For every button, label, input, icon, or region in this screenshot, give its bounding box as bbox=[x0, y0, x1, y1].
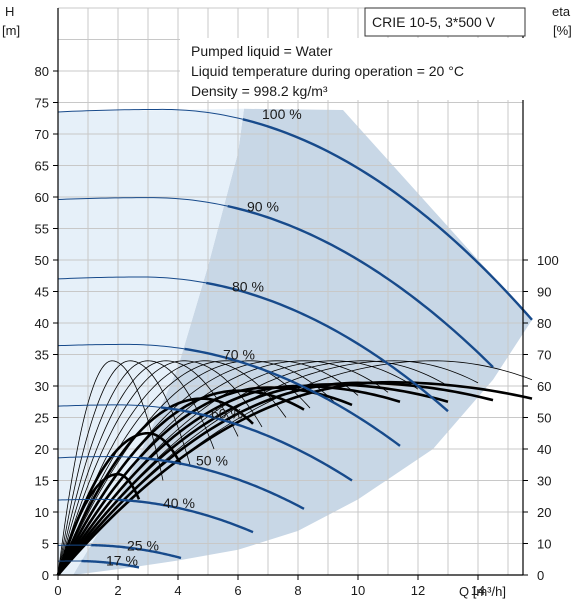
y-right-tick-label: 40 bbox=[537, 442, 551, 457]
x-tick-label: 14 bbox=[471, 583, 485, 598]
y-left-tick-label: 15 bbox=[35, 474, 49, 489]
efficiency-curve-thin bbox=[57, 360, 215, 576]
y-left-tick-label: 20 bbox=[35, 442, 49, 457]
y-right-axis-title: eta bbox=[552, 4, 571, 19]
efficiency-curve-thin bbox=[57, 360, 533, 576]
y-left-tick-label: 30 bbox=[35, 379, 49, 394]
efficiency-curve-thin bbox=[57, 360, 263, 576]
info-line-liquid: Pumped liquid = Water bbox=[191, 43, 333, 59]
y-left-tick-label: 40 bbox=[35, 316, 49, 331]
head-curve-speed-label: 70 % bbox=[223, 347, 255, 363]
head-curve-thin-segment bbox=[57, 456, 140, 459]
x-tick-label: 0 bbox=[54, 583, 61, 598]
y-right-tick-label: 60 bbox=[537, 379, 551, 394]
head-curve-thick-segment bbox=[139, 456, 305, 510]
efficiency-curve-thin bbox=[57, 360, 191, 576]
info-line-density: Density = 998.2 kg/m³ bbox=[191, 83, 328, 99]
chart-title: CRIE 10-5, 3*500 V bbox=[372, 14, 496, 30]
axes-layer: 0 2 4 6 8 10 12 14 0 5 10 15 20 25 30 35 40 45 50 55 60 65 70 7… bbox=[35, 8, 559, 598]
efficiency-curve-thin bbox=[57, 360, 164, 576]
y-right-tick-label: 10 bbox=[537, 537, 551, 552]
head-curve-thin-segment bbox=[57, 276, 207, 284]
y-left-tick-label: 0 bbox=[42, 568, 49, 583]
efficiency-curve-thin bbox=[57, 360, 335, 576]
head-curve-thick-segment bbox=[160, 406, 353, 482]
head-curve-speed-label: 40 % bbox=[163, 495, 195, 511]
x-tick-label: 2 bbox=[114, 583, 121, 598]
head-curve-thin-segment bbox=[57, 343, 185, 350]
efficiency-curve-thin bbox=[57, 360, 449, 576]
head-curve-thick-segment bbox=[81, 559, 140, 569]
efficiency-curve-bold bbox=[56, 383, 449, 576]
efficiency-curve-thin bbox=[57, 360, 239, 576]
head-curve-thin-segment bbox=[57, 108, 243, 120]
y-right-tick-label: 50 bbox=[537, 411, 551, 426]
y-right-tick-label: 80 bbox=[537, 316, 551, 331]
head-curve-speed-label: 50 % bbox=[196, 452, 228, 468]
y-right-tick-label: 0 bbox=[537, 568, 544, 583]
efficiency-curve-thin bbox=[57, 360, 389, 576]
y-right-tick-label: 70 bbox=[537, 348, 551, 363]
y-left-tick-label: 70 bbox=[35, 127, 49, 142]
low-flow-area bbox=[58, 108, 244, 576]
y-right-tick-label: 90 bbox=[537, 285, 551, 300]
x-tick-label: 12 bbox=[411, 583, 425, 598]
x-tick-label: 10 bbox=[351, 583, 365, 598]
y-left-tick-label: 5 bbox=[42, 537, 49, 552]
info-box bbox=[180, 38, 525, 100]
y-left-tick-label: 25 bbox=[35, 411, 49, 426]
y-left-tick-label: 60 bbox=[35, 190, 49, 205]
y-left-tick-label: 55 bbox=[35, 222, 49, 237]
head-curve-thick-segment bbox=[184, 347, 401, 447]
head-curve-speed-label: 60 % bbox=[211, 406, 243, 422]
head-curve-thin-segment bbox=[57, 498, 119, 501]
curve-labels-layer: 100 % 90 % 80 % 70 % 60 % 50 % 40 % 25 %17 % bbox=[106, 106, 302, 569]
y-left-tick-label: 35 bbox=[35, 348, 49, 363]
head-curve-speed-label: 25 % bbox=[127, 537, 159, 553]
y-right-tick-label: 30 bbox=[537, 474, 551, 489]
head-curve-speed-label: 17 % bbox=[106, 553, 138, 569]
efficiency-curve-bold bbox=[56, 397, 254, 576]
y-left-tick-label: 50 bbox=[35, 253, 49, 268]
head-curves-layer bbox=[57, 108, 533, 569]
head-curve-thick-segment bbox=[227, 204, 494, 368]
efficiency-curve-thin bbox=[57, 360, 359, 576]
chart-title-box bbox=[364, 7, 526, 37]
efficiency-curve-thin bbox=[57, 360, 479, 576]
head-curve-thick-segment bbox=[91, 543, 182, 560]
y-left-tick-label: 45 bbox=[35, 285, 49, 300]
head-curve-thin-segment bbox=[57, 404, 161, 408]
x-tick-label: 8 bbox=[294, 583, 301, 598]
y-right-tick-label: 20 bbox=[537, 505, 551, 520]
head-curve-speed-label: 100 % bbox=[262, 106, 302, 122]
y-right-axis-unit: [%] bbox=[553, 23, 572, 38]
head-curve-thin-segment bbox=[57, 197, 228, 207]
info-line-temperature: Liquid temperature during operation = 20… bbox=[191, 63, 464, 79]
y-left-axis-unit: [m] bbox=[2, 23, 20, 38]
head-curve-speed-label: 80 % bbox=[232, 278, 264, 294]
x-tick-label: 4 bbox=[174, 583, 181, 598]
y-left-tick-label: 80 bbox=[35, 64, 49, 79]
y-right-tick-label: 100 bbox=[537, 253, 559, 268]
x-axis-title: Q [m³/h] bbox=[459, 584, 506, 599]
head-curve-thick-segment bbox=[242, 118, 533, 321]
head-curve-speed-label: 90 % bbox=[247, 198, 279, 214]
x-tick-label: 6 bbox=[234, 583, 241, 598]
y-left-tick-label: 10 bbox=[35, 505, 49, 520]
y-left-axis-title: H bbox=[5, 4, 14, 19]
head-curve-thick-segment bbox=[118, 498, 254, 534]
y-left-tick-label: 75 bbox=[35, 96, 49, 111]
efficiency-curve-thin bbox=[57, 360, 287, 576]
efficiency-curve-thin bbox=[57, 360, 419, 576]
y-left-tick-label: 65 bbox=[35, 159, 49, 174]
efficiency-curves-layer bbox=[56, 360, 533, 576]
head-curve-thick-segment bbox=[205, 281, 449, 413]
